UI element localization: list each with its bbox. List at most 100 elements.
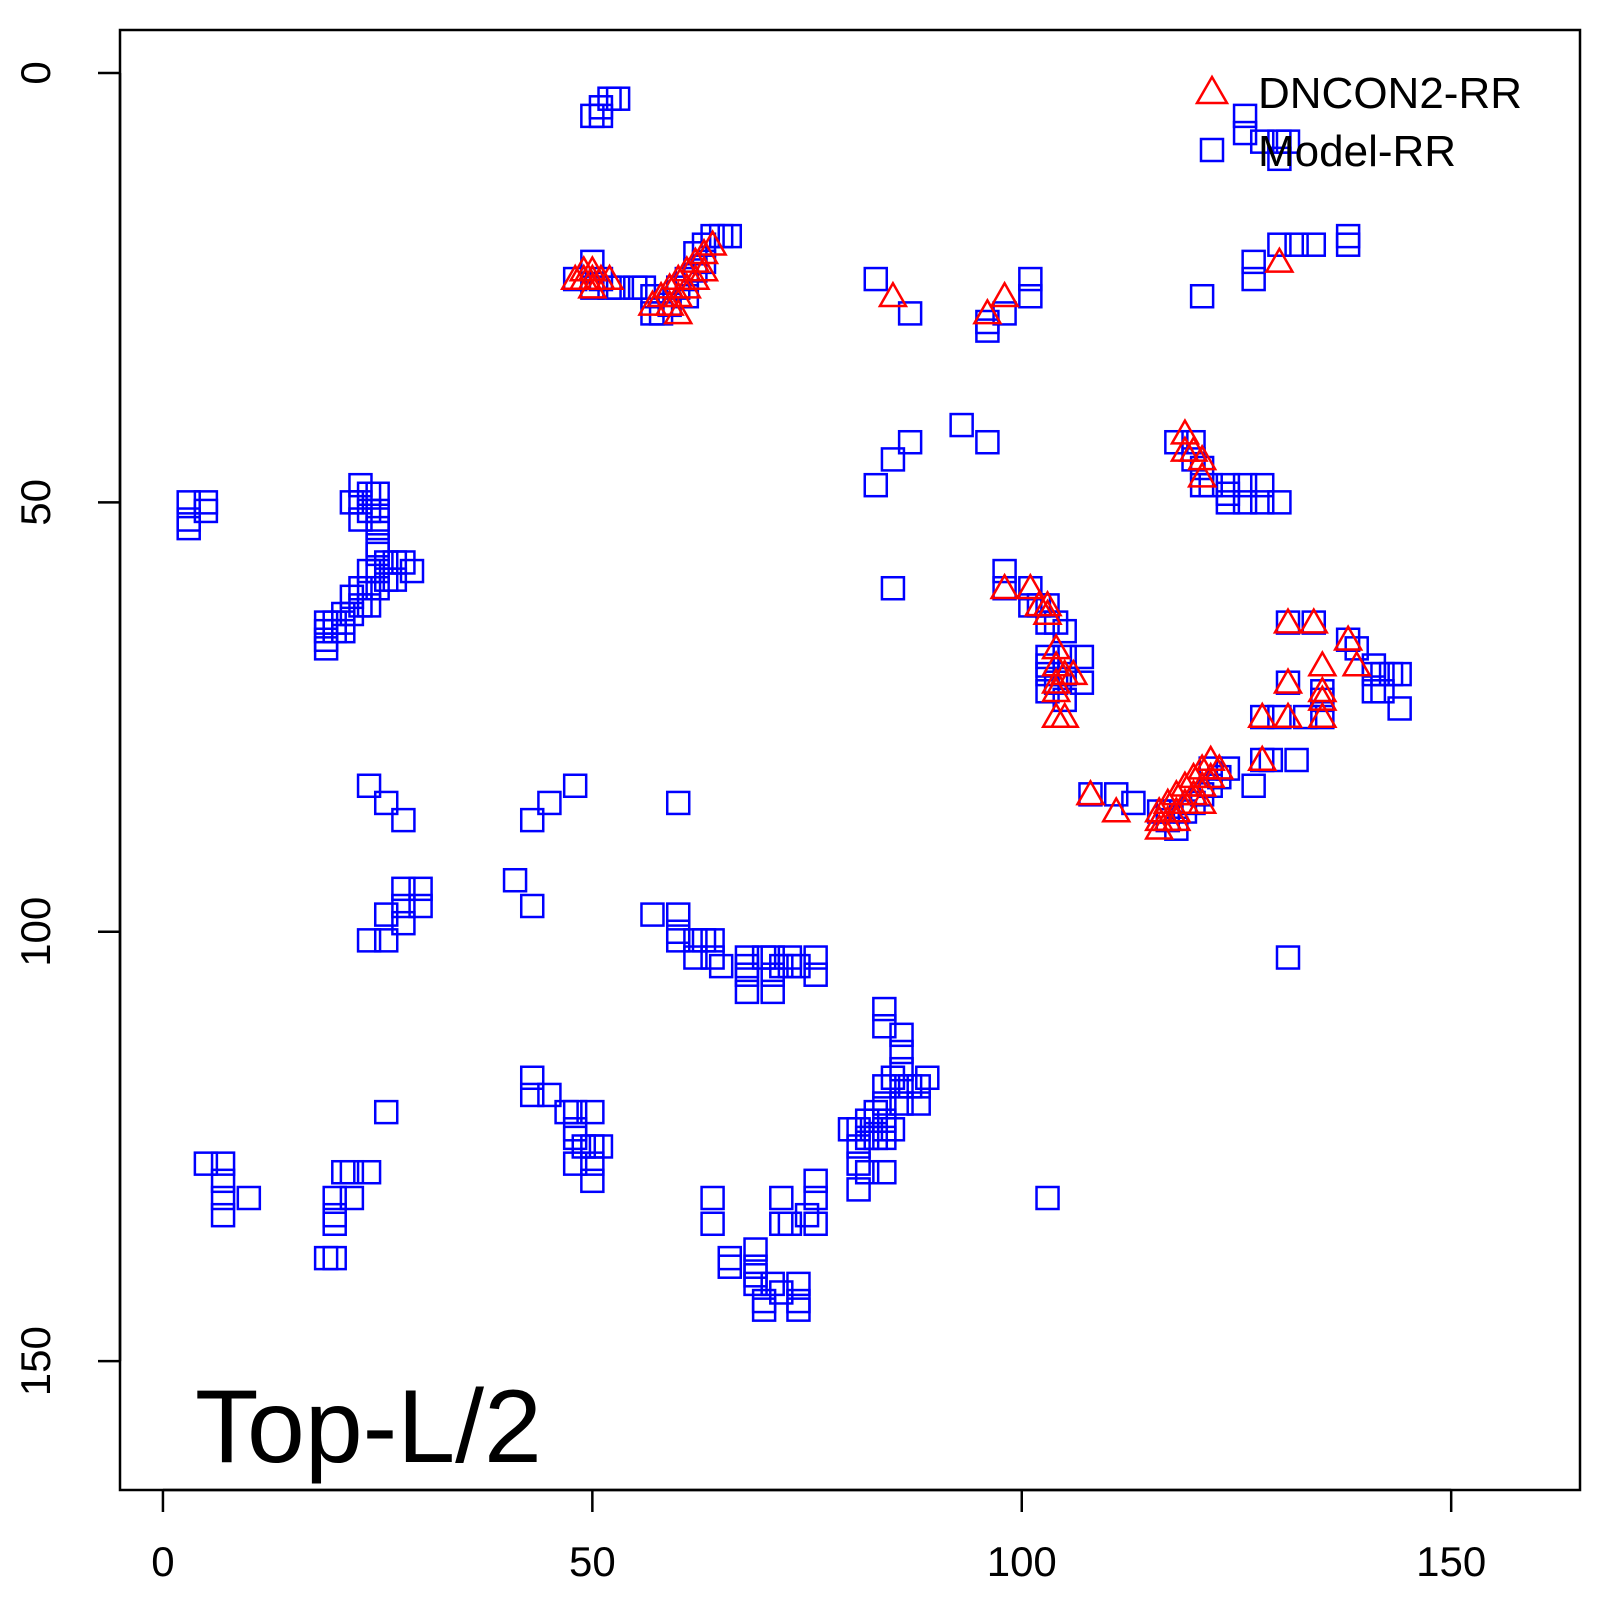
model-rr-point xyxy=(897,301,923,326)
model-rr-point xyxy=(717,1245,743,1271)
model-rr-point xyxy=(863,1099,889,1125)
model-rr-point xyxy=(391,876,416,902)
model-rr-point xyxy=(786,1288,811,1314)
model-rr-point xyxy=(1267,146,1292,172)
model-rr-point xyxy=(786,953,811,979)
dncon2-rr-point xyxy=(1161,796,1192,823)
dncon2-rr-point xyxy=(1307,650,1338,677)
legend: DNCON2-RR Model-RR xyxy=(1194,69,1522,176)
model-rr-point xyxy=(322,1211,347,1237)
model-rr-point xyxy=(339,601,365,627)
model-rr-point xyxy=(889,1039,914,1065)
model-rr-point xyxy=(365,498,390,524)
model-rr-point xyxy=(1284,747,1309,773)
model-rr-point xyxy=(176,490,201,515)
x-tick-label: 50 xyxy=(569,1538,616,1585)
model-rr-point xyxy=(631,275,657,300)
model-rr-point xyxy=(734,953,760,979)
model-rr-point xyxy=(313,610,339,635)
model-rr-point xyxy=(803,1185,828,1211)
model-rr-point xyxy=(331,610,356,635)
model-rr-point xyxy=(554,1099,579,1125)
model-rr-point xyxy=(665,919,691,945)
model-rr-point xyxy=(1275,945,1301,970)
data-points xyxy=(176,86,1412,1322)
dncon2-rr-point xyxy=(1307,675,1338,703)
model-rr-point xyxy=(760,979,785,1005)
model-rr-point xyxy=(872,1159,897,1185)
model-rr-point xyxy=(348,593,373,618)
model-rr-point xyxy=(373,790,399,816)
model-rr-point xyxy=(880,1117,906,1142)
dncon2-rr-point xyxy=(1341,650,1372,677)
model-rr-point xyxy=(734,979,760,1005)
model-rr-point xyxy=(339,1185,365,1211)
model-rr-point xyxy=(382,567,408,592)
model-rr-point xyxy=(1232,472,1258,498)
model-rr-point xyxy=(665,902,691,927)
model-rr-point xyxy=(1215,481,1241,507)
dncon2-rr-point xyxy=(1204,753,1235,780)
dncon2-rr-point xyxy=(1101,796,1132,823)
axes xyxy=(118,28,1582,1492)
y-tick-label: 100 xyxy=(12,897,59,967)
model-rr-point xyxy=(1241,773,1266,799)
dncon2-rr-point xyxy=(1186,787,1218,814)
model-rr-point xyxy=(906,1074,931,1099)
dncon2-rr-point xyxy=(1307,684,1338,711)
dncon2-rr-point xyxy=(663,297,694,325)
model-rr-point xyxy=(519,1065,545,1091)
model-rr-point xyxy=(846,1117,871,1142)
model-rr-point xyxy=(700,928,725,953)
model-rr-point xyxy=(786,1271,811,1297)
model-rr-point xyxy=(1121,790,1146,816)
model-rr-point xyxy=(588,1134,614,1159)
model-rr-point xyxy=(880,1065,906,1091)
model-rr-point xyxy=(777,1211,803,1237)
model-rr-point xyxy=(391,893,416,919)
model-rr-point xyxy=(313,618,339,644)
model-rr-point xyxy=(734,962,760,987)
model-rr-point xyxy=(683,945,708,970)
model-rr-point xyxy=(562,773,588,799)
model-rr-point xyxy=(700,945,725,970)
model-rr-point xyxy=(872,1013,897,1039)
model-rr-point xyxy=(1267,232,1292,257)
model-rr-point xyxy=(906,1091,931,1116)
legend-label: Model-RR xyxy=(1258,127,1456,176)
model-rr-point xyxy=(1241,266,1266,292)
model-rr-point xyxy=(743,1254,768,1279)
model-rr-point xyxy=(519,1082,545,1108)
model-rr-point xyxy=(769,1185,794,1211)
model-rr-point xyxy=(176,507,201,532)
model-rr-point xyxy=(322,1185,347,1211)
model-rr-point xyxy=(992,558,1017,584)
dncon2-rr-point xyxy=(1272,701,1304,729)
dncon2-rr-point xyxy=(1307,701,1338,729)
model-rr-point xyxy=(889,1091,914,1116)
dncon2-rr-point xyxy=(1032,589,1063,617)
model-rr-point xyxy=(872,1125,897,1151)
model-rr-point xyxy=(331,618,356,644)
model-rr-point xyxy=(365,515,390,541)
model-rr-point xyxy=(708,953,734,979)
model-rr-point xyxy=(193,498,219,524)
x-tick-label: 0 xyxy=(151,1538,174,1585)
model-rr-point xyxy=(1361,653,1387,678)
model-rr-point xyxy=(331,601,356,627)
model-rr-point xyxy=(365,481,390,507)
model-rr-point xyxy=(769,953,794,979)
model-rr-point xyxy=(1284,232,1309,257)
model-rr-point xyxy=(751,1288,777,1314)
dncon2-rr-point xyxy=(1040,675,1072,703)
model-rr-point xyxy=(322,618,347,644)
legend-triangle-icon xyxy=(1194,74,1230,105)
model-rr-point xyxy=(872,1091,897,1116)
model-rr-point xyxy=(580,1168,605,1194)
dncon2-rr-point xyxy=(972,297,1003,325)
y-tick-label: 50 xyxy=(12,479,59,526)
model-rr-point xyxy=(1378,661,1404,687)
dncon2-rr-point xyxy=(637,289,668,316)
dncon2-rr-point xyxy=(568,254,599,282)
